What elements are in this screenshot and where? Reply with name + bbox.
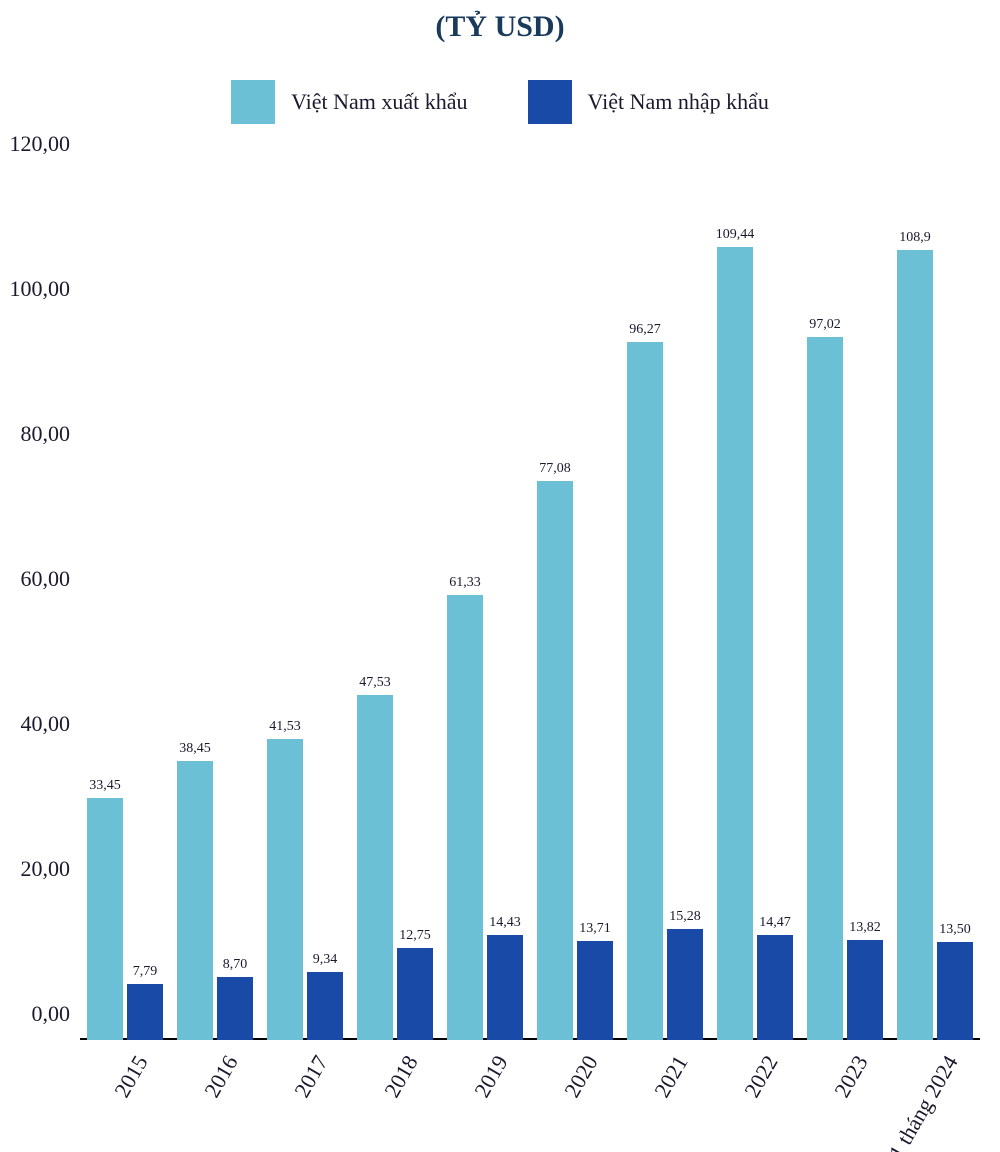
bar-export: 97,02: [807, 337, 843, 1040]
bar-value-label: 61,33: [449, 575, 481, 591]
bar-export: 33,45: [87, 798, 123, 1041]
bar-group: 77,0813,712020: [530, 1039, 620, 1040]
chart-legend: Việt Nam xuất khẩu Việt Nam nhập khẩu: [0, 80, 1000, 124]
bar-group: 96,2715,282021: [620, 1039, 710, 1040]
bar-import: 15,28: [667, 929, 703, 1040]
legend-label-import: Việt Nam nhập khẩu: [588, 89, 769, 115]
bar-export: 77,08: [537, 481, 573, 1040]
bar-export: 38,45: [177, 761, 213, 1040]
x-axis-tick-label: 11 tháng 2024: [878, 1051, 963, 1152]
bar-value-label: 15,28: [669, 909, 701, 925]
legend-item-import: Việt Nam nhập khẩu: [528, 80, 769, 124]
y-axis-tick-label: 120,00: [10, 131, 71, 157]
bar-export: 47,53: [357, 695, 393, 1040]
bar-group: 97,0213,822023: [800, 1039, 890, 1040]
legend-swatch-import: [528, 80, 572, 124]
legend-label-export: Việt Nam xuất khẩu: [291, 89, 467, 115]
bar-value-label: 33,45: [89, 778, 121, 794]
bar-value-label: 13,71: [579, 921, 611, 937]
bar-group: 38,458,702016: [170, 1039, 260, 1040]
bar-group: 108,913,5011 tháng 2024: [890, 1039, 980, 1040]
bar-import: 8,70: [217, 977, 253, 1040]
x-axis-tick-label: 2018: [379, 1051, 424, 1102]
x-axis-tick-label: 2015: [109, 1051, 154, 1102]
y-axis-tick-label: 0,00: [32, 1001, 71, 1027]
chart-title: (TỶ USD): [0, 10, 1000, 44]
y-axis-tick-label: 80,00: [21, 421, 71, 447]
bar-import: 14,43: [487, 935, 523, 1040]
bar-value-label: 8,70: [223, 957, 248, 973]
x-axis-tick-label: 2022: [739, 1051, 784, 1102]
bar-import: 12,75: [397, 948, 433, 1040]
legend-item-export: Việt Nam xuất khẩu: [231, 80, 467, 124]
bar-group: 33,457,792015: [80, 1039, 170, 1040]
bar-export: 41,53: [267, 739, 303, 1040]
bar-import: 9,34: [307, 972, 343, 1040]
bar-value-label: 13,50: [939, 922, 971, 938]
x-axis-tick-label: 2019: [469, 1051, 514, 1102]
bar-export: 108,9: [897, 250, 933, 1040]
bar-value-label: 77,08: [539, 461, 571, 477]
bar-import: 14,47: [757, 935, 793, 1040]
bar-value-label: 97,02: [809, 317, 841, 333]
x-axis-tick-label: 2021: [649, 1051, 694, 1102]
bar-group: 47,5312,752018: [350, 1039, 440, 1040]
bar-value-label: 38,45: [179, 741, 211, 757]
y-axis-tick-label: 20,00: [21, 856, 71, 882]
y-axis-tick-label: 100,00: [10, 276, 71, 302]
x-axis-tick-label: 2020: [559, 1051, 604, 1102]
bar-value-label: 109,44: [716, 227, 755, 243]
x-axis-tick-label: 2016: [199, 1051, 244, 1102]
bar-import: 13,71: [577, 941, 613, 1040]
bar-value-label: 9,34: [313, 952, 338, 968]
bar-import: 13,82: [847, 940, 883, 1040]
bar-group: 61,3314,432019: [440, 1039, 530, 1040]
bar-value-label: 13,82: [849, 920, 881, 936]
bar-value-label: 12,75: [399, 928, 431, 944]
bar-group: 109,4414,472022: [710, 1039, 800, 1040]
bar-value-label: 108,9: [899, 230, 931, 246]
x-axis-tick-label: 2017: [289, 1051, 334, 1102]
legend-swatch-export: [231, 80, 275, 124]
chart-container: (TỶ USD) Việt Nam xuất khẩu Việt Nam nhậ…: [0, 0, 1000, 1152]
bar-export: 96,27: [627, 342, 663, 1040]
bar-value-label: 41,53: [269, 719, 301, 735]
x-axis-tick-label: 2023: [829, 1051, 874, 1102]
bar-export: 109,44: [717, 247, 753, 1040]
bar-group: 41,539,342017: [260, 1039, 350, 1040]
bar-value-label: 7,79: [133, 964, 158, 980]
bar-import: 13,50: [937, 942, 973, 1040]
bar-value-label: 96,27: [629, 322, 661, 338]
bar-value-label: 14,47: [759, 915, 791, 931]
bar-export: 61,33: [447, 595, 483, 1040]
bar-value-label: 47,53: [359, 675, 391, 691]
bar-import: 7,79: [127, 984, 163, 1040]
bar-value-label: 14,43: [489, 915, 521, 931]
y-axis-tick-label: 60,00: [21, 566, 71, 592]
y-axis-tick-label: 40,00: [21, 711, 71, 737]
chart-plot-area: 0,0020,0040,0060,0080,00100,00120,0033,4…: [80, 170, 980, 1040]
